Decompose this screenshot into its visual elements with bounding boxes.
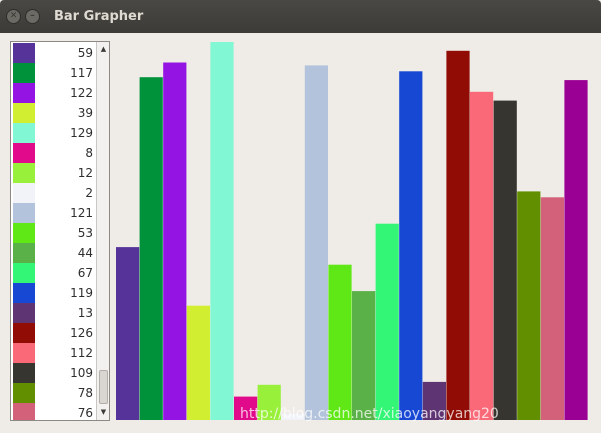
list-item[interactable]: 44 — [13, 243, 95, 263]
bar — [116, 247, 140, 420]
bar — [186, 305, 210, 420]
list-item[interactable]: 76 — [13, 403, 95, 420]
bar — [328, 264, 352, 420]
list-item[interactable]: 122 — [13, 83, 95, 103]
list-item[interactable]: 67 — [13, 263, 95, 283]
watermark-text: http://blog.csdn.net/xiaoyangyang20 — [240, 406, 499, 422]
title-bar[interactable]: ✕ – Bar Grapher — [0, 0, 601, 33]
list-item[interactable]: 13 — [13, 303, 95, 323]
list-item[interactable]: 112 — [13, 343, 95, 363]
bar — [422, 381, 446, 420]
color-swatch — [13, 183, 35, 203]
list-item-value: 13 — [77, 306, 93, 320]
bar — [564, 80, 588, 420]
bar — [470, 91, 494, 421]
color-swatch — [13, 343, 35, 363]
bar — [210, 42, 234, 420]
scroll-up-arrow-icon[interactable]: ▲ — [100, 45, 107, 53]
list-item-value: 126 — [70, 326, 93, 340]
list-item-value: 44 — [77, 246, 93, 260]
list-item[interactable]: 59 — [13, 43, 95, 63]
value-list[interactable]: 59 117 122 39 129 8 12 2 121 53 44 67 119 13 126 112 109… — [10, 41, 110, 421]
list-item-value: 129 — [70, 126, 93, 140]
list-item[interactable]: 12 — [13, 163, 95, 183]
color-swatch — [13, 383, 35, 403]
list-item[interactable]: 8 — [13, 143, 95, 163]
color-swatch — [13, 283, 35, 303]
list-item[interactable]: 53 — [13, 223, 95, 243]
color-swatch — [13, 63, 35, 83]
bar — [399, 71, 423, 421]
bar — [281, 414, 305, 420]
color-swatch — [13, 43, 35, 63]
list-item[interactable]: 117 — [13, 63, 95, 83]
list-item-value: 53 — [77, 226, 93, 240]
list-item-value: 112 — [70, 346, 93, 360]
list-item[interactable]: 119 — [13, 283, 95, 303]
list-scrollbar[interactable]: ▲ ▼ — [96, 42, 109, 420]
bar — [163, 62, 187, 420]
bar — [257, 384, 281, 420]
color-swatch — [13, 123, 35, 143]
list-item-value: 121 — [70, 206, 93, 220]
minimize-icon[interactable]: – — [25, 9, 40, 24]
color-swatch — [13, 323, 35, 343]
color-swatch — [13, 263, 35, 283]
bar — [234, 396, 258, 420]
list-item-value: 67 — [77, 266, 93, 280]
color-swatch — [13, 163, 35, 183]
bar — [517, 191, 541, 420]
color-swatch — [13, 103, 35, 123]
list-item[interactable]: 121 — [13, 203, 95, 223]
list-item[interactable]: 2 — [13, 183, 95, 203]
bar — [375, 223, 399, 420]
scroll-down-arrow-icon[interactable]: ▼ — [100, 408, 107, 416]
list-item[interactable]: 129 — [13, 123, 95, 143]
color-swatch — [13, 143, 35, 163]
color-swatch — [13, 223, 35, 243]
color-swatch — [13, 363, 35, 383]
bar — [446, 50, 470, 421]
bar — [304, 65, 328, 421]
bar — [493, 100, 517, 420]
color-swatch — [13, 243, 35, 263]
window-title: Bar Grapher — [54, 9, 144, 24]
scrollbar-thumb[interactable] — [99, 370, 108, 404]
list-item[interactable]: 126 — [13, 323, 95, 343]
list-item-value: 117 — [70, 66, 93, 80]
color-swatch — [13, 303, 35, 323]
color-swatch — [13, 83, 35, 103]
list-item-value: 78 — [77, 386, 93, 400]
list-item-value: 2 — [85, 186, 93, 200]
list-item[interactable]: 78 — [13, 383, 95, 403]
bar — [540, 197, 564, 420]
close-icon[interactable]: ✕ — [6, 9, 21, 24]
color-swatch — [13, 203, 35, 223]
list-item-value: 119 — [70, 286, 93, 300]
list-item[interactable]: 109 — [13, 363, 95, 383]
color-swatch — [13, 403, 35, 420]
list-item[interactable]: 39 — [13, 103, 95, 123]
list-item-value: 12 — [77, 166, 93, 180]
list-item-value: 122 — [70, 86, 93, 100]
list-item-value: 8 — [85, 146, 93, 160]
list-item-value: 109 — [70, 366, 93, 380]
bar — [352, 291, 376, 420]
list-item-value: 59 — [77, 46, 93, 60]
list-item-value: 39 — [77, 106, 93, 120]
bar — [139, 77, 163, 420]
list-item-value: 76 — [77, 406, 93, 420]
